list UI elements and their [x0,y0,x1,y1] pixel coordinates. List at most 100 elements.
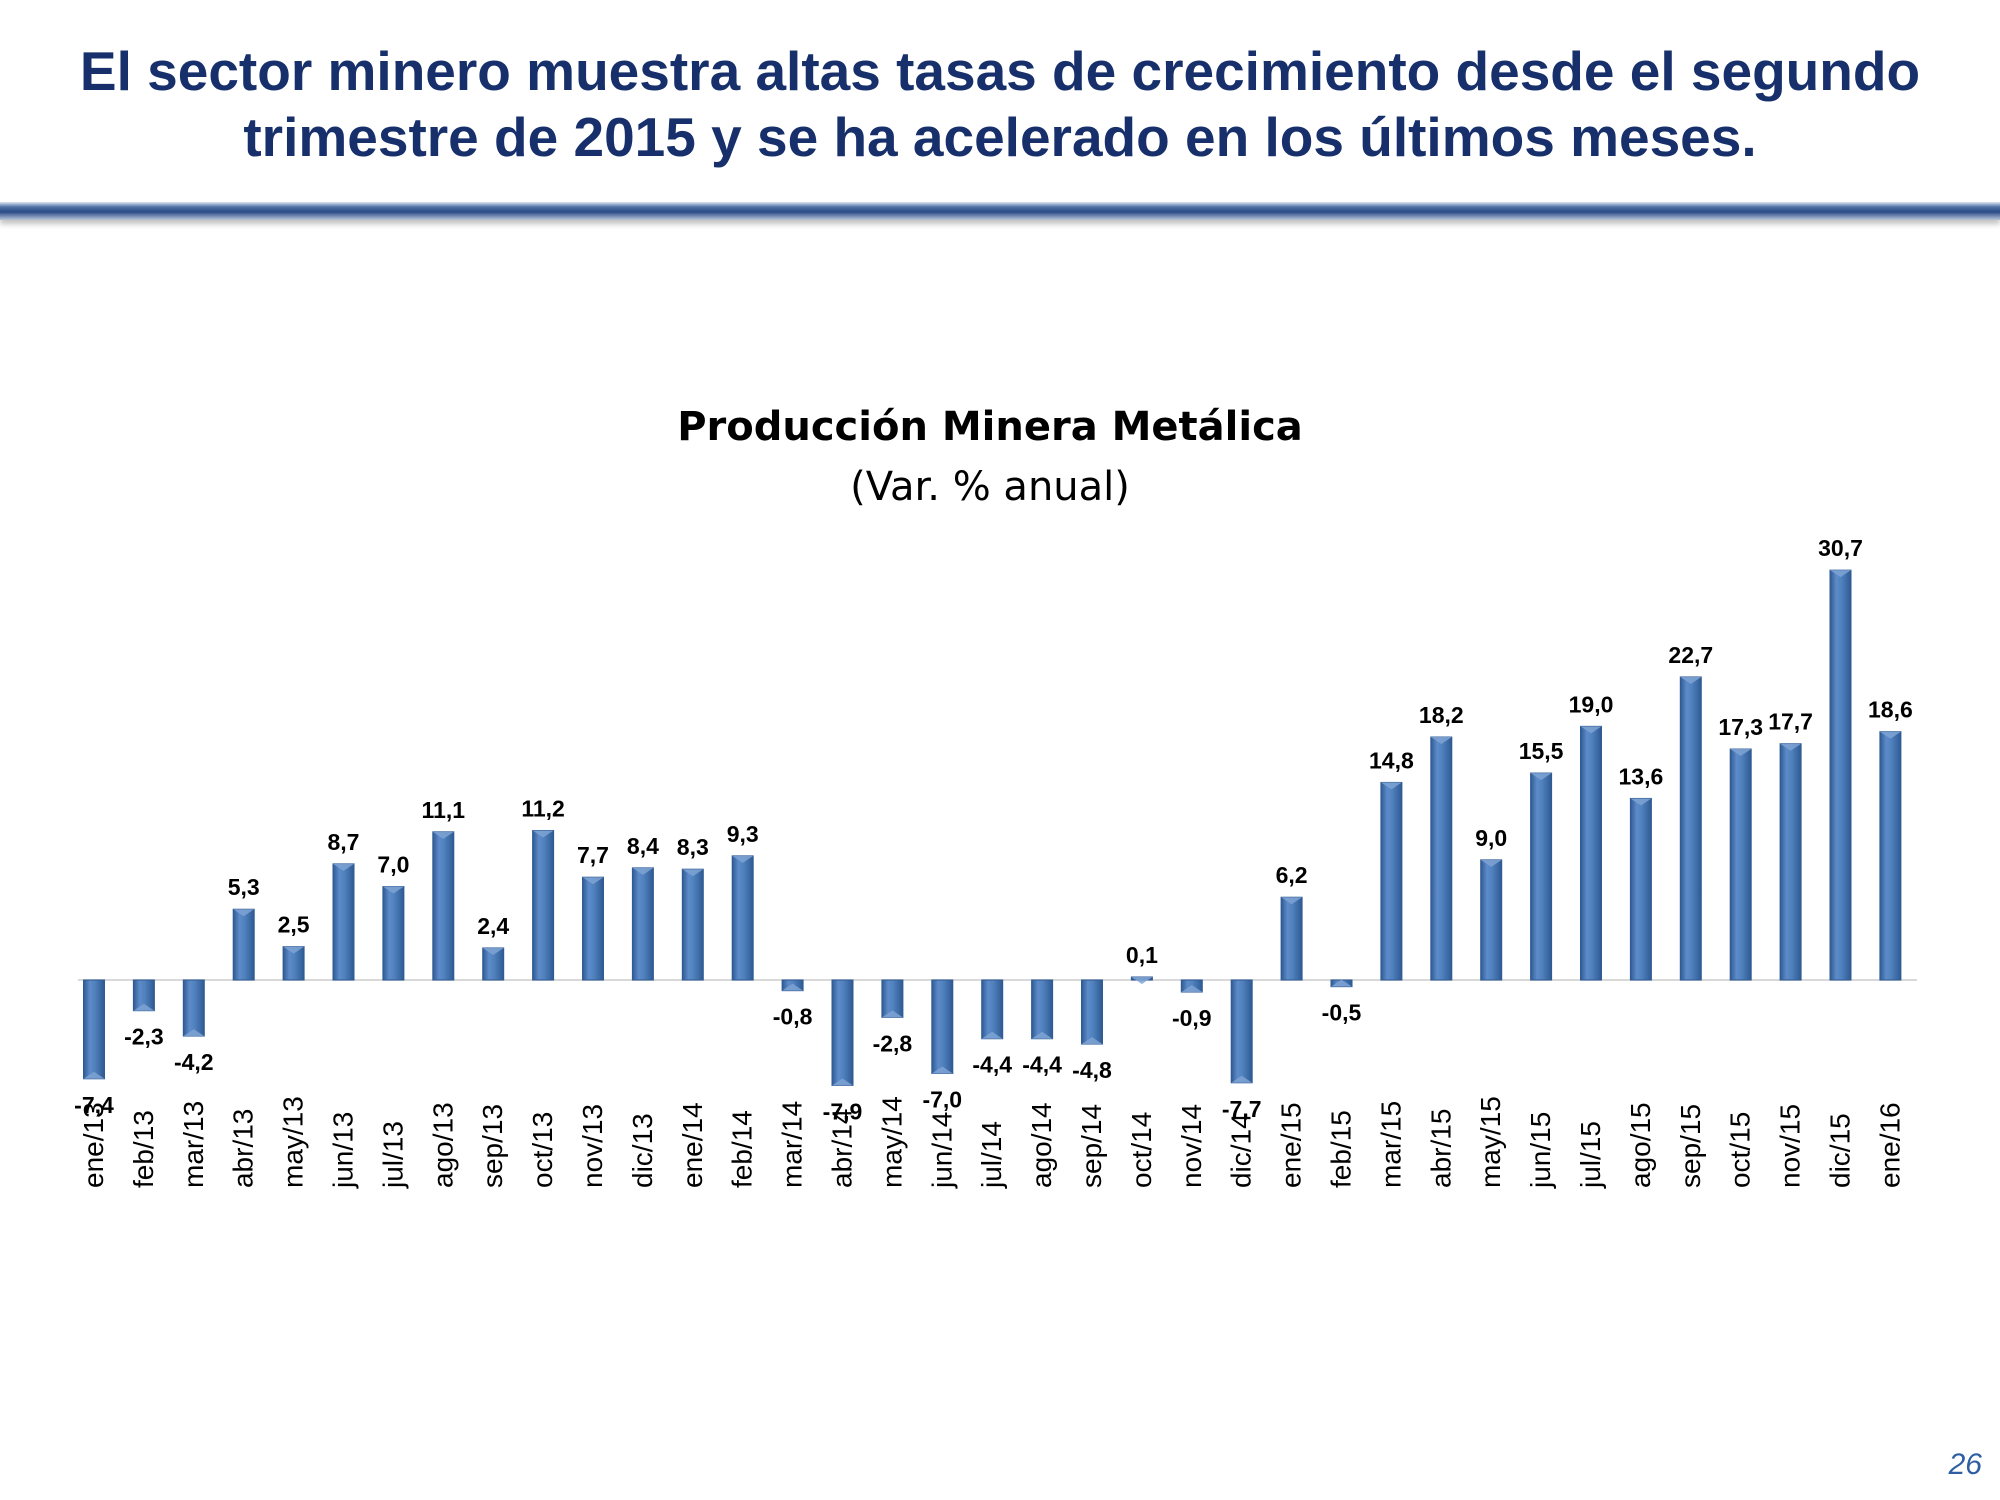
bar-cap-mar-15 [1380,782,1402,790]
bar-dic-14 [1230,979,1253,1084]
bar-cap-may-14 [881,1010,903,1018]
bar-oct-13 [532,829,555,981]
x-tick-label: feb/13 [128,1110,159,1188]
bar-oct-15 [1729,748,1752,981]
bar-cap-oct-14 [1131,977,1153,984]
x-tick-label: jul/14 [976,1121,1007,1189]
data-label: 30,7 [1818,535,1863,561]
bar-cap-feb-13 [133,1003,155,1011]
data-label: 6,2 [1276,862,1308,888]
bar-cap-ene-15 [1281,897,1303,905]
data-label: -2,3 [124,1024,164,1050]
data-label: 13,6 [1619,763,1664,789]
data-label: -4,4 [972,1052,1012,1078]
bar-cap-may-15 [1480,859,1502,867]
data-label: 8,3 [677,834,709,860]
data-label: 9,3 [727,821,759,847]
bar-ago-14 [1031,979,1054,1040]
bar-cap-sep-15 [1680,676,1702,684]
x-tick-label: sep/14 [1076,1104,1107,1188]
bar-abr-14 [831,979,854,1086]
data-label: 2,4 [477,913,509,939]
x-tick-label: ago/14 [1026,1102,1057,1188]
x-tick-label: may/15 [1475,1096,1506,1188]
data-label: -2,8 [873,1030,913,1056]
bar-cap-jul-13 [382,886,404,894]
x-tick-label: mar/15 [1375,1101,1406,1188]
x-tick-label: ene/13 [78,1102,109,1188]
page-number: 26 [1948,1448,1982,1481]
x-tick-label: dic/14 [1226,1113,1257,1188]
x-tick-label: oct/14 [1126,1112,1157,1188]
data-label: 2,5 [278,912,310,938]
bar-cap-mar-13 [183,1029,205,1037]
data-label: -0,9 [1172,1005,1212,1031]
bar-jun-14 [931,979,954,1074]
bar-dic-15 [1829,569,1852,981]
x-tick-label: ene/15 [1276,1102,1307,1188]
x-tick-label: jul/13 [377,1121,408,1189]
data-label: -4,4 [1022,1052,1062,1078]
header-rule [0,202,2000,220]
bar-cap-dic-15 [1830,570,1851,578]
bar-mar-15 [1380,781,1403,981]
data-label: 9,0 [1475,825,1507,851]
x-tick-label: jun/15 [1525,1112,1556,1189]
bar-nov-15 [1779,743,1802,981]
x-tick-label: abr/13 [228,1109,259,1188]
x-tick-label: jul/15 [1575,1121,1606,1189]
x-tick-label: nov/14 [1176,1104,1207,1188]
data-label: 8,7 [328,829,360,855]
bar-may-15 [1480,859,1503,981]
data-label: 19,0 [1569,691,1614,717]
chart-title: Producción Minera Metálica [677,404,1303,450]
bar-abr-15 [1430,736,1453,981]
bar-cap-abr-13 [233,909,255,917]
bar-sep-14 [1081,979,1103,1045]
x-tick-label: nov/15 [1775,1104,1806,1188]
x-tick-label: ago/15 [1625,1102,1656,1188]
data-label: -0,5 [1322,1000,1362,1026]
bar-cap-feb-15 [1331,979,1352,987]
data-label: 14,8 [1369,747,1414,773]
data-label: 11,1 [422,797,466,823]
x-tick-label: oct/13 [527,1112,558,1188]
bar-cap-ene-13 [83,1071,105,1079]
bar-cap-dic-13 [632,867,654,875]
bar-ago-15 [1629,797,1652,981]
x-tick-label: ago/13 [427,1102,458,1188]
bar-cap-may-13 [283,946,305,954]
x-tick-label: jun/14 [926,1112,957,1189]
bar-cap-sep-14 [1081,1037,1103,1045]
x-tick-label: ene/14 [677,1102,708,1188]
bar-cap-dic-14 [1231,1075,1253,1083]
x-tick-label: feb/14 [727,1110,758,1188]
chart-subtitle: (Var. % anual) [850,464,1130,510]
x-tick-label: sep/13 [477,1104,508,1188]
bar-nov-13 [582,876,604,981]
x-tick-labels-layer: ene/13 feb/13 mar/13 abr/13 may/13 jun/13 jul/… [78,1096,1905,1189]
bar-jun-13 [332,863,355,981]
bar-jul-14 [981,979,1004,1040]
bar-cap-jun-14 [931,1066,953,1074]
data-label: 5,3 [228,874,260,900]
x-tick-label: sep/15 [1675,1104,1706,1188]
data-label: -7,9 [823,1098,863,1124]
bars-layer [83,569,1902,1086]
bar-cap-abr-15 [1430,737,1452,745]
bar-ene-16 [1879,731,1902,981]
bar-feb-14 [731,855,754,981]
bar-cap-jun-15 [1530,773,1552,781]
bar-ago-13 [432,831,455,981]
data-label: 17,3 [1718,714,1763,740]
bar-cap-sep-13 [482,947,504,955]
bar-cap-nov-14 [1181,985,1203,993]
data-label: -4,2 [174,1049,214,1075]
bar-cap-ene-16 [1879,731,1901,739]
data-label: 22,7 [1668,642,1713,668]
x-tick-label: jun/13 [328,1112,359,1189]
bar-ene-13 [83,979,105,1080]
data-label: 7,7 [577,842,609,868]
x-tick-label: dic/15 [1825,1113,1856,1188]
bar-jul-15 [1580,725,1602,981]
